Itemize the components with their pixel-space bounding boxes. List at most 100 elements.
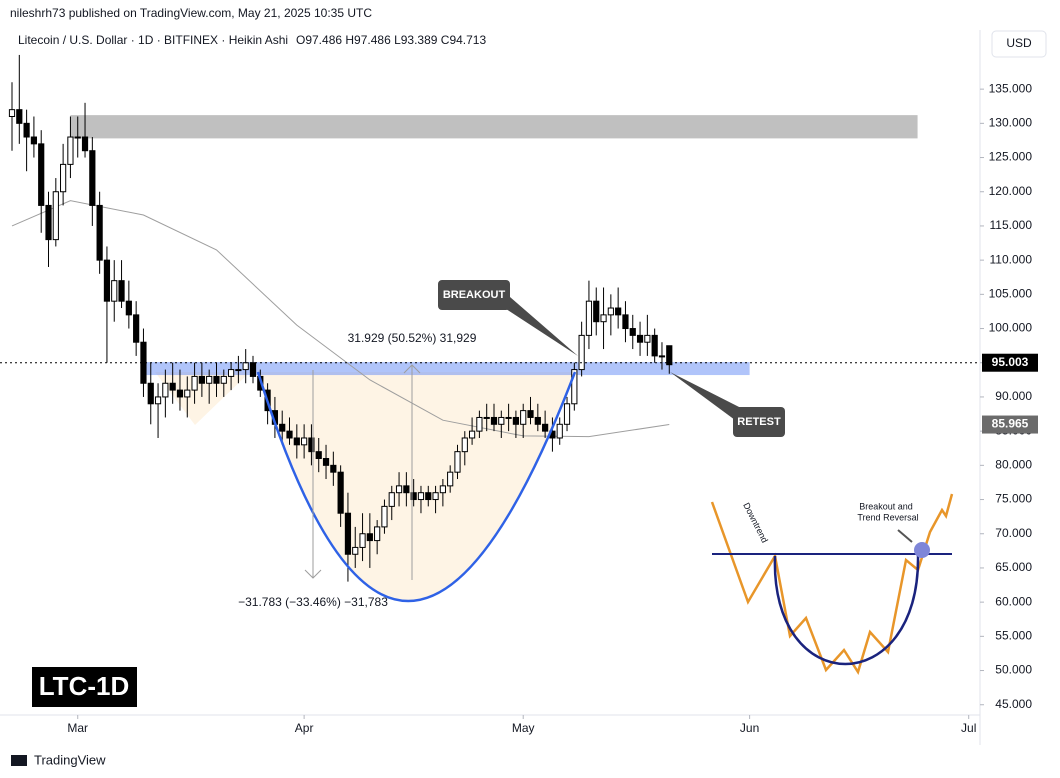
cup-fill [258,372,575,601]
price-label-box [982,353,1038,372]
candle-body [359,533,366,548]
candle-body [658,355,666,358]
ma-label: 85.965 [992,417,1029,431]
zone [143,362,750,376]
candle-body [483,416,490,419]
x-tick-label: Jun [740,721,759,735]
candle-body [315,451,322,460]
publisher: nileshrh73 published on TradingView.com,… [10,6,372,20]
candle-body [439,485,446,494]
candle-body [593,300,600,323]
title: LTC-1D [39,671,130,701]
arrow-head [304,569,322,579]
candle-body [432,492,439,501]
candle-body [461,437,468,453]
y-tick-label: 130.000 [989,116,1033,130]
y-tick-label: 105.000 [989,287,1033,301]
candle-body [629,328,636,336]
candle-body [162,382,169,398]
candle-body [366,533,373,542]
callout [733,407,785,437]
candle-body [578,334,585,371]
symbol: Litecoin / U.S. Dollar · 1D · BITFINEX ·… [18,33,288,47]
y-tick-label: 110.000 [990,252,1033,266]
candle-body [490,416,498,425]
y-tick-label: 70.000 [995,526,1032,540]
candle-body [447,471,454,487]
candle-body [125,300,132,316]
y-tick-label: 100.000 [989,321,1033,335]
candle-body [644,334,651,343]
logo [11,755,27,766]
candle-body [468,430,476,439]
callout-pointer [670,372,745,420]
candle-body [242,362,249,371]
candle-body [147,382,154,405]
candle-body [556,423,563,439]
y-tick-label: 120.000 [989,184,1033,198]
candle-body [227,369,235,377]
y-tick-label: 135.000 [989,81,1033,95]
y-tick-label: 65.000 [995,560,1032,574]
inset-cup [773,555,920,666]
candle-body [213,375,220,384]
candle-body [454,451,461,473]
x-tick-label: Mar [67,721,88,735]
candle-body [111,280,118,302]
y-tick-label: 75.000 [995,492,1032,506]
candle-body [388,492,395,507]
ma-label-box [982,415,1038,434]
price-label: 95.003 [992,355,1029,369]
inset-point [914,542,930,558]
y-tick-label: 115.000 [990,218,1033,232]
candle-body [60,163,67,193]
candle-body [220,375,227,384]
zone [70,115,918,139]
candle-body [322,458,330,466]
candle-body [600,314,607,323]
candle-body [184,389,191,398]
candle-body [45,204,52,241]
candle-body [505,416,512,419]
currency[interactable]: USD [1006,36,1032,50]
candle-body [410,492,417,501]
candle-body [374,526,381,542]
candle-body [403,485,410,494]
title-box [32,667,137,707]
candle-body [476,416,483,432]
background-layer [70,115,918,601]
inset-label: Breakout and [859,501,913,511]
candle-body [279,423,286,432]
candle-body [352,546,359,555]
candle-body [527,410,534,418]
cup-curve [256,371,577,603]
candle-body [563,403,571,425]
candle-body [118,280,125,302]
callout [438,280,510,310]
candle-body [330,464,337,473]
currency-button[interactable] [991,30,1047,58]
candle-body [636,334,644,343]
candle-body [293,437,300,446]
candle-body [512,416,520,425]
candle-body [622,314,629,330]
candle-body [52,191,59,241]
candle-body [651,334,658,357]
callout-pointer [495,287,578,356]
candle-body [344,512,352,555]
ohlc: O97.486 H97.486 L93.389 C94.713 [296,33,486,47]
candle-body [666,345,673,366]
gain-label: 31.929 (50.52%) 31,929 [348,331,477,345]
handle-fill [155,372,250,425]
x-tick-label: Jul [961,721,976,735]
candle-body [16,109,23,124]
candle-body [337,471,344,514]
y-tick-label: 80.000 [995,458,1032,472]
candle-body [235,369,242,372]
candle-body [615,307,622,316]
candle-body [8,109,16,118]
candle-body [417,492,425,501]
candle-body [23,122,30,138]
candle-body [103,259,111,302]
